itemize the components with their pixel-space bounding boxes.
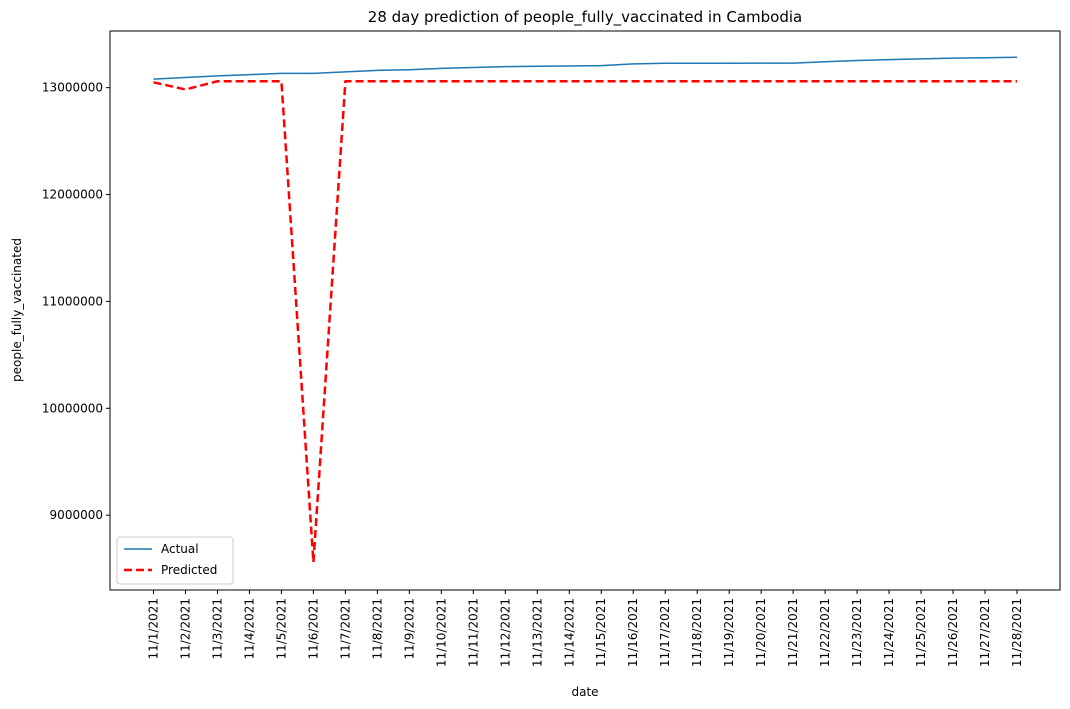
x-tick-label: 11/6/2021 — [306, 598, 320, 660]
plot-frame — [109, 30, 1061, 591]
x-axis: 11/1/2021 11/2/2021 11/3/2021 11/4/2021 11/5… — [147, 590, 1024, 667]
x-tick-label: 11/12/2021 — [498, 598, 512, 667]
x-tick-label: 11/19/2021 — [722, 598, 736, 667]
legend-label-predicted: Predicted — [161, 563, 217, 577]
y-tick-label: 9000000 — [50, 508, 103, 522]
x-tick-label: 11/9/2021 — [402, 598, 416, 660]
x-tick-label: 11/8/2021 — [370, 598, 384, 660]
y-tick-label: 12000000 — [42, 188, 103, 202]
x-tick-label: 11/1/2021 — [147, 598, 161, 660]
x-tick-label: 11/16/2021 — [626, 598, 640, 667]
x-tick-label: 11/2/2021 — [178, 598, 192, 660]
legend: Actual Predicted — [116, 536, 234, 585]
x-tick-label: 11/21/2021 — [786, 598, 800, 667]
x-tick-label: 11/25/2021 — [914, 598, 928, 667]
x-tick-label: 11/26/2021 — [946, 598, 960, 667]
x-tick-label: 11/22/2021 — [818, 598, 832, 667]
x-tick-label: 11/11/2021 — [466, 598, 480, 667]
y-tick-label: 10000000 — [42, 401, 103, 415]
x-tick-label: 11/5/2021 — [274, 598, 288, 660]
x-tick-label: 11/15/2021 — [594, 598, 608, 667]
x-tick-label: 11/28/2021 — [1010, 598, 1024, 667]
x-tick-label: 11/3/2021 — [210, 598, 224, 660]
x-tick-label: 11/14/2021 — [562, 598, 576, 667]
x-axis-label: date — [571, 685, 598, 699]
x-tick-label: 11/24/2021 — [882, 598, 896, 667]
x-tick-label: 11/17/2021 — [658, 598, 672, 667]
x-tick-label: 11/13/2021 — [530, 598, 544, 667]
y-tick-label: 11000000 — [42, 294, 103, 308]
series-line-actual — [153, 56, 1018, 80]
x-tick-label: 11/18/2021 — [690, 598, 704, 667]
y-axis-label: people_fully_vaccinated — [10, 238, 24, 382]
x-tick-label: 11/4/2021 — [242, 598, 256, 660]
series-line-predicted — [153, 79, 1017, 564]
x-tick-label: 11/7/2021 — [338, 598, 352, 660]
legend-label-actual: Actual — [161, 542, 199, 556]
x-tick-label: 11/10/2021 — [434, 598, 448, 667]
y-tick-label: 13000000 — [42, 81, 103, 95]
plot-area — [153, 56, 1018, 564]
x-tick-label: 11/20/2021 — [754, 598, 768, 667]
chart-title: 28 day prediction of people_fully_vaccin… — [368, 8, 802, 27]
y-axis: 9000000 10000000 11000000 12000000 13000000 — [42, 81, 110, 522]
x-tick-label: 11/27/2021 — [978, 598, 992, 667]
x-tick-label: 11/23/2021 — [850, 598, 864, 667]
